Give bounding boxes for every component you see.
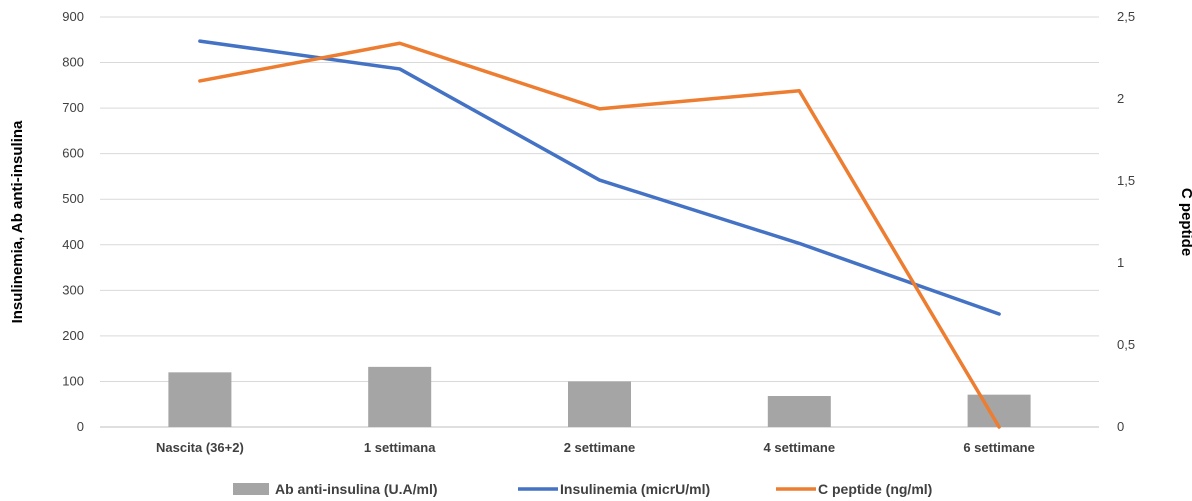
left-tick-label: 700 <box>62 100 84 115</box>
left-tick-label: 100 <box>62 373 84 388</box>
category-label: 1 settimana <box>364 440 436 455</box>
left-tick-label: 200 <box>62 328 84 343</box>
legend: Ab anti-insulina (U.A/ml) Insulinemia (mi… <box>233 481 932 497</box>
bar <box>168 372 232 427</box>
right-tick-label: 2 <box>1117 91 1124 106</box>
category-label: 4 settimane <box>764 440 836 455</box>
gridlines <box>100 16 1099 428</box>
series-line <box>198 41 1001 429</box>
left-tick-label: 800 <box>62 55 84 70</box>
category-label: 2 settimane <box>564 440 636 455</box>
category-label: Nascita (36+2) <box>156 440 244 455</box>
left-tick-label: 0 <box>77 419 84 434</box>
right-tick-label: 2,5 <box>1117 9 1135 24</box>
right-axis-ticks: 0 0,5 1 1,5 2 2,5 <box>1117 9 1135 434</box>
legend-label: C peptide (ng/ml) <box>818 481 932 497</box>
bar <box>767 396 831 427</box>
right-axis-title: C peptide <box>1178 188 1192 256</box>
category-label: 6 settimane <box>963 440 1035 455</box>
category-axis-labels: Nascita (36+2) 1 settimana 2 settimane 4 se… <box>156 440 1035 455</box>
left-axis-title: Insulinemia, Ab anti-insulina <box>9 120 26 323</box>
right-tick-label: 0 <box>1117 419 1124 434</box>
right-tick-label: 0,5 <box>1117 337 1135 352</box>
bar <box>967 394 1031 427</box>
left-tick-label: 600 <box>62 146 84 161</box>
legend-label: Ab anti-insulina (U.A/ml) <box>275 481 438 497</box>
series-line <box>198 39 1001 316</box>
right-tick-label: 1,5 <box>1117 173 1135 188</box>
left-tick-label: 300 <box>62 282 84 297</box>
line-series <box>198 39 1001 429</box>
left-tick-label: 900 <box>62 9 84 24</box>
legend-swatch <box>233 483 269 495</box>
right-tick-label: 1 <box>1117 255 1124 270</box>
left-tick-label: 400 <box>62 237 84 252</box>
bar-series <box>168 366 1031 427</box>
legend-label: Insulinemia (micrU/ml) <box>560 481 710 497</box>
bar <box>568 381 631 427</box>
left-tick-label: 500 <box>62 191 84 206</box>
left-axis-ticks: 0 100 200 300 400 500 600 700 800 900 <box>62 9 84 434</box>
bar <box>368 366 432 427</box>
